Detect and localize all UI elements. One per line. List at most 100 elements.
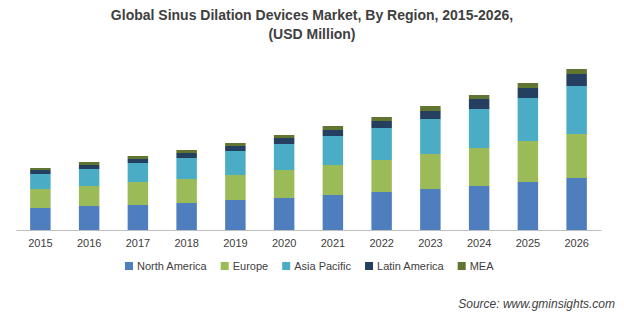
chart: Global Sinus Dilation Devices Market, By… [0,0,624,320]
legend: North America Europe Asia Pacific Latin Ame… [125,260,494,272]
bar-segment [225,175,245,200]
legend-item: Latin America [365,260,445,272]
tick: 2025 [516,230,540,249]
legend-swatch [125,262,133,270]
bar-segment [79,206,99,230]
bar-segment [371,128,391,160]
bar-segment [225,200,245,230]
tick-label: 2026 [564,237,588,249]
bar-segment [469,95,489,99]
tick-label: 2025 [516,237,540,249]
bar-segment [274,170,294,198]
bar-segment [469,148,489,186]
bar-segment [128,205,148,230]
bar-segment [79,165,99,169]
bar-segment [30,174,50,189]
bar-segment [225,143,245,146]
bar-segment [30,189,50,208]
bar-segment [128,159,148,163]
tick-label: 2016 [77,237,101,249]
legend-label: Asia Pacific [294,260,351,272]
tick: 2018 [174,230,198,249]
tick: 2022 [369,230,393,249]
tick: 2024 [467,230,491,249]
bar-segment [420,119,440,154]
bar-segment [518,83,538,88]
bar-segment [420,154,440,189]
series-group [30,69,587,170]
tick: 2020 [272,230,296,249]
tick-label: 2023 [418,237,442,249]
x-axis-line [17,230,602,231]
bar-segment [323,126,343,130]
bar-segment [371,117,391,121]
bar-segment [518,98,538,141]
legend-label: Latin America [377,260,445,272]
series-group [30,74,587,174]
bar-segment [274,135,294,138]
bar-segment [176,203,196,230]
legend-item: MEA [458,260,495,272]
tick: 2026 [564,230,588,249]
series-group [30,86,587,189]
x-axis: 2015 2016 2017 2018 2019 2020 2021 2022 2023 2024… [17,230,602,249]
legend-swatch [458,262,466,270]
legend-item: Asia Pacific [282,260,351,272]
bar-segment [371,121,391,128]
bar-segment [30,208,50,230]
bar-segment [518,141,538,182]
bar-segment [128,163,148,182]
bar-segment [79,169,99,186]
bar-segment [30,170,50,174]
legend-label: Europe [233,260,268,272]
tick: 2016 [77,230,101,249]
bar-segment [469,99,489,109]
bar-segment [518,88,538,98]
bar-segment [371,160,391,192]
title: Global Sinus Dilation Devices Market, By… [111,7,513,23]
bar-segment [128,182,148,205]
tick-label: 2015 [28,237,52,249]
tick-label: 2019 [223,237,247,249]
tick: 2017 [126,230,150,249]
tick: 2023 [418,230,442,249]
bar-segment [323,195,343,230]
bar-segment [566,69,586,74]
tick-label: 2018 [174,237,198,249]
bar-segment [566,134,586,178]
tick-label: 2024 [467,237,491,249]
bar-segment [30,168,50,170]
subtitle: (USD Million) [268,26,355,42]
bar-segment [274,138,294,144]
bar-segment [323,165,343,195]
bar-segment [420,111,440,119]
tick: 2019 [223,230,247,249]
tick: 2015 [28,230,52,249]
bar-segment [176,153,196,158]
legend-item: North America [125,260,208,272]
legend-item: Europe [221,260,268,272]
legend-swatch [221,262,229,270]
annotation: Source: www.gminsights.com [458,297,615,311]
legend-label: North America [137,260,208,272]
legend-label: MEA [470,260,495,272]
bar-segment [176,150,196,153]
tick-label: 2022 [369,237,393,249]
bar-segment [566,74,586,86]
bar-segment [518,182,538,230]
series-group [30,178,587,230]
legend-swatch [365,262,373,270]
bar-segment [128,156,148,159]
tick-label: 2021 [321,237,345,249]
legend-swatch [282,262,290,270]
tick-label: 2017 [126,237,150,249]
bar-segment [420,106,440,111]
bar-segment [420,189,440,230]
bar-segment [469,186,489,230]
bar-segment [323,130,343,136]
bar-segment [566,86,586,134]
bar-segment [225,146,245,151]
bar-segment [371,192,391,230]
series-group [30,134,587,208]
bar-segment [274,198,294,230]
